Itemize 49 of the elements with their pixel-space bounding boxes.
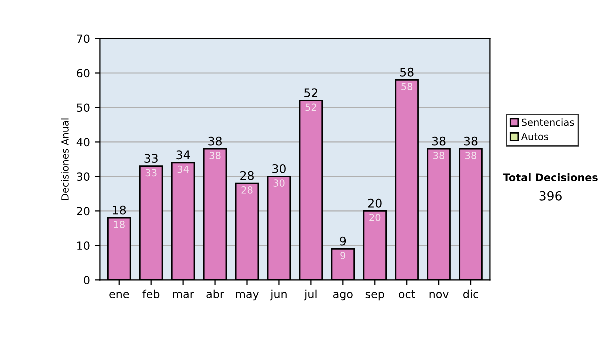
x-tick-label: ago — [333, 292, 353, 301]
legend-label: Autos — [521, 133, 549, 140]
total-label: 9 — [340, 236, 346, 246]
x-tick-label: abr — [206, 290, 224, 298]
x-tick-label: nov — [430, 292, 449, 298]
y-tick-label: 60 — [77, 69, 90, 78]
total-label: 38 — [464, 136, 478, 146]
data-label: 34 — [178, 166, 189, 174]
total-label: 58 — [400, 68, 414, 77]
total-label: 30 — [272, 164, 286, 174]
data-label: 38 — [466, 152, 477, 160]
total-label: 33 — [144, 154, 158, 164]
data-label: 9 — [340, 252, 346, 260]
data-label: 58 — [402, 83, 413, 90]
data-label: 38 — [434, 152, 445, 160]
x-tick-label: jun — [270, 290, 287, 301]
data-label: 28 — [242, 186, 253, 194]
y-tick-label: 30 — [77, 172, 90, 182]
y-axis-title: Decisiones Anual — [61, 118, 69, 200]
x-tick-label: jul — [304, 290, 317, 301]
legend-label: Sentencias — [522, 118, 574, 126]
y-tick-label: 10 — [78, 242, 90, 250]
y-tick-label: 50 — [77, 104, 90, 112]
x-tick-label: sep — [366, 292, 384, 301]
y-tick-label: 70 — [77, 34, 90, 44]
x-tick-label: ene — [110, 292, 130, 298]
data-label: 30 — [274, 180, 285, 187]
y-tick-label: 40 — [76, 138, 90, 147]
total-label: 28 — [240, 171, 254, 180]
x-tick-label: oct — [399, 290, 416, 298]
y-tick-label: 0 — [84, 276, 90, 285]
y-tick-label: 20 — [77, 207, 90, 216]
total-label: 34 — [176, 150, 190, 160]
data-label: 33 — [146, 169, 157, 177]
x-tick-label: dic — [464, 290, 478, 298]
x-tick-label: mar — [173, 292, 194, 298]
total-label: 20 — [368, 198, 382, 208]
data-label: 38 — [210, 152, 221, 160]
total-label: 38 — [432, 136, 446, 146]
total-label: 52 — [304, 88, 318, 98]
data-label: 18 — [114, 221, 125, 228]
x-tick-label: may — [236, 292, 260, 301]
data-label: 20 — [370, 214, 381, 222]
text: Total Decisiones — [503, 173, 598, 182]
text: 396 — [540, 191, 562, 201]
x-tick-label: feb — [142, 290, 160, 298]
total-label: 18 — [113, 206, 126, 215]
total-label: 38 — [208, 136, 222, 146]
data-label: 52 — [306, 104, 316, 112]
